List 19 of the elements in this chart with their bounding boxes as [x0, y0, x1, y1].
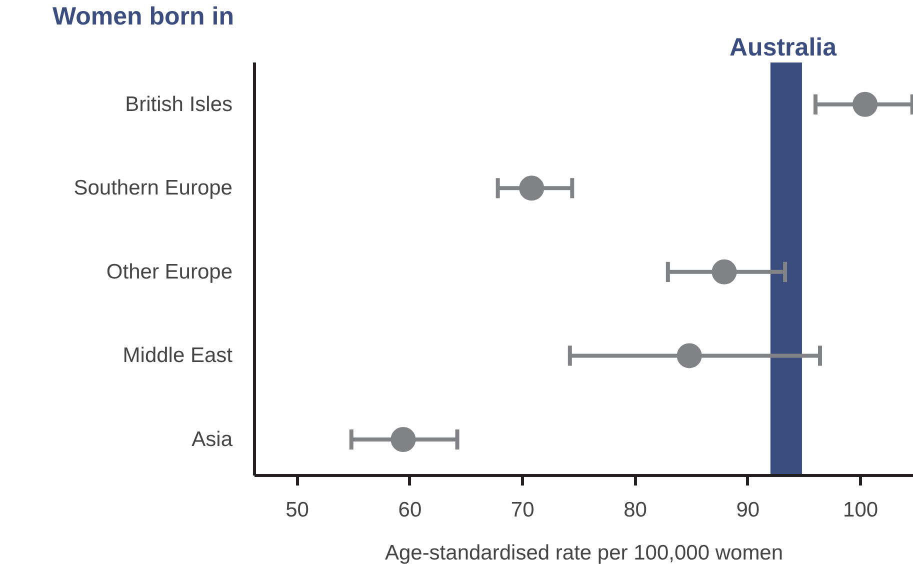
x-tick-label: 60	[398, 498, 422, 522]
y-tick-label: Asia	[192, 428, 233, 451]
point	[676, 343, 702, 368]
band-label: Australia	[730, 34, 838, 62]
chart-title: Women born in	[52, 2, 234, 30]
x-tick-label: 70	[510, 498, 534, 522]
point	[390, 427, 416, 452]
point	[519, 176, 544, 201]
x-tick-label: 100	[843, 498, 878, 522]
y-tick-label: British Isles	[125, 92, 232, 116]
point	[712, 259, 737, 284]
x-tick-label: 80	[624, 498, 647, 522]
point	[852, 92, 878, 117]
y-tick-label: Other Europe	[106, 260, 233, 284]
y-tick-label: Middle East	[122, 344, 233, 368]
x-tick-label: 50	[286, 498, 309, 522]
y-tick-label: Southern Europe	[74, 176, 233, 200]
x-axis-title: Age-standardised rate per 100,000 women	[384, 542, 784, 564]
x-tick-label: 90	[736, 498, 760, 522]
